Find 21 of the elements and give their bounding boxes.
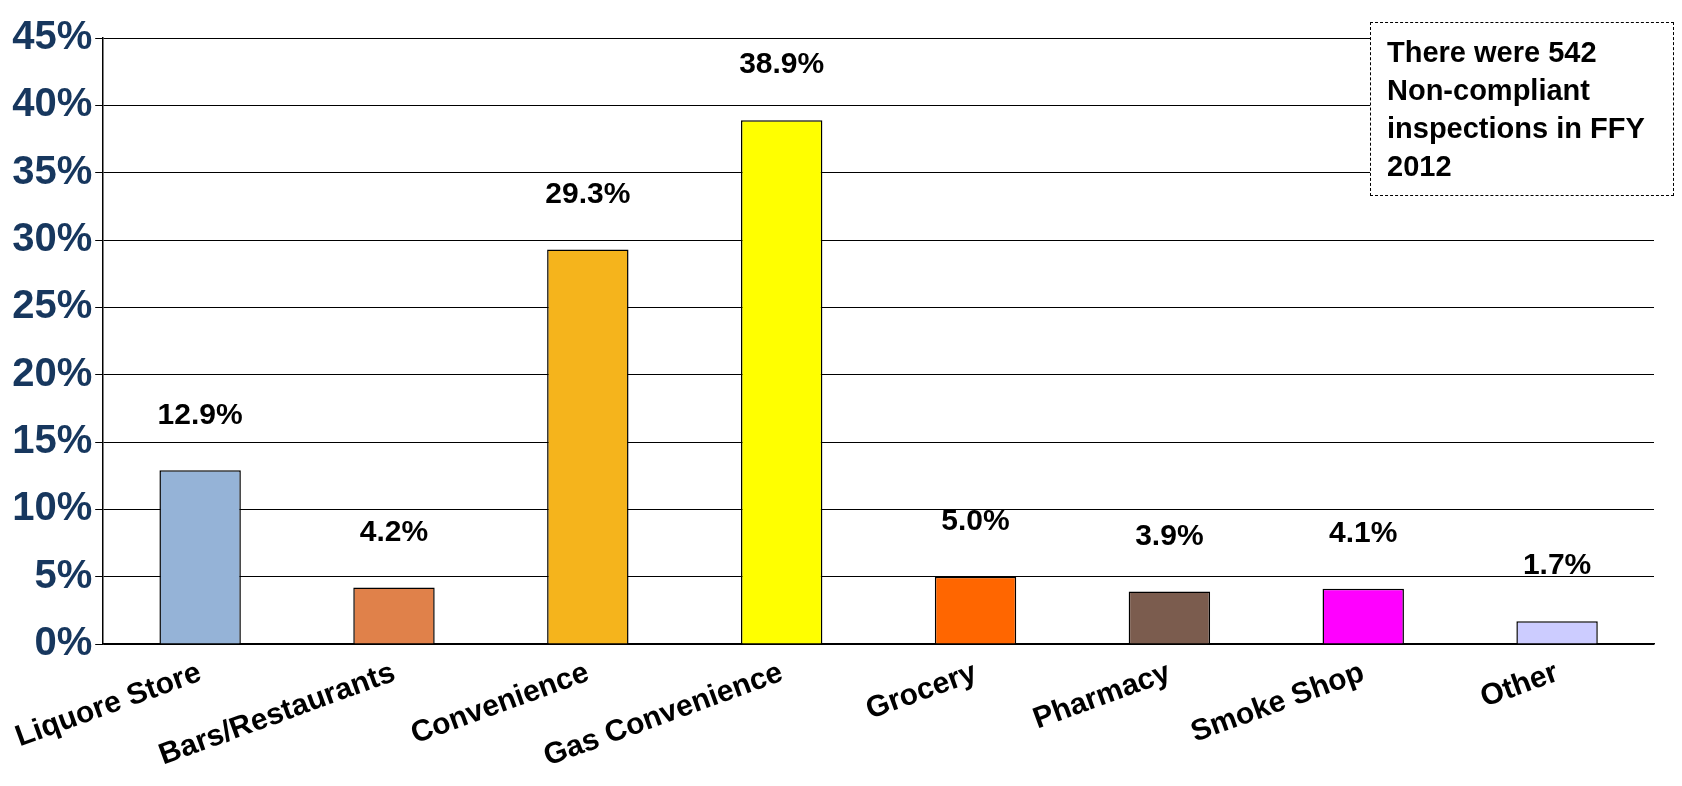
- y-tick-label: 15%: [12, 417, 93, 462]
- y-tick-label: 40%: [12, 80, 93, 125]
- data-label: 1.7%: [1522, 547, 1592, 581]
- data-label: 4.2%: [359, 513, 429, 547]
- y-tick-label: 10%: [12, 484, 93, 529]
- annotation: There were 542 Non-compliant inspections in FFY 2012: [1370, 22, 1674, 196]
- y-tick-label: 25%: [12, 282, 93, 327]
- data-label: 29.3%: [545, 175, 631, 209]
- y-tick-label: 20%: [12, 349, 93, 394]
- x-tick-label: Other: [1475, 654, 1563, 713]
- y-tick-label: 45%: [12, 13, 93, 58]
- data-label: 5.0%: [941, 502, 1010, 536]
- y-tick-label: 35%: [12, 147, 93, 192]
- y-tick-label: 30%: [12, 215, 93, 260]
- data-label: 38.9%: [739, 46, 825, 80]
- data-label: 12.9%: [157, 396, 243, 430]
- data-label: 3.9%: [1135, 517, 1204, 551]
- y-tick-label: 0%: [34, 619, 93, 664]
- data-label: 4.1%: [1329, 515, 1398, 549]
- y-tick-label: 5%: [34, 551, 93, 596]
- x-tick-label: Smoke Shop: [1186, 654, 1369, 748]
